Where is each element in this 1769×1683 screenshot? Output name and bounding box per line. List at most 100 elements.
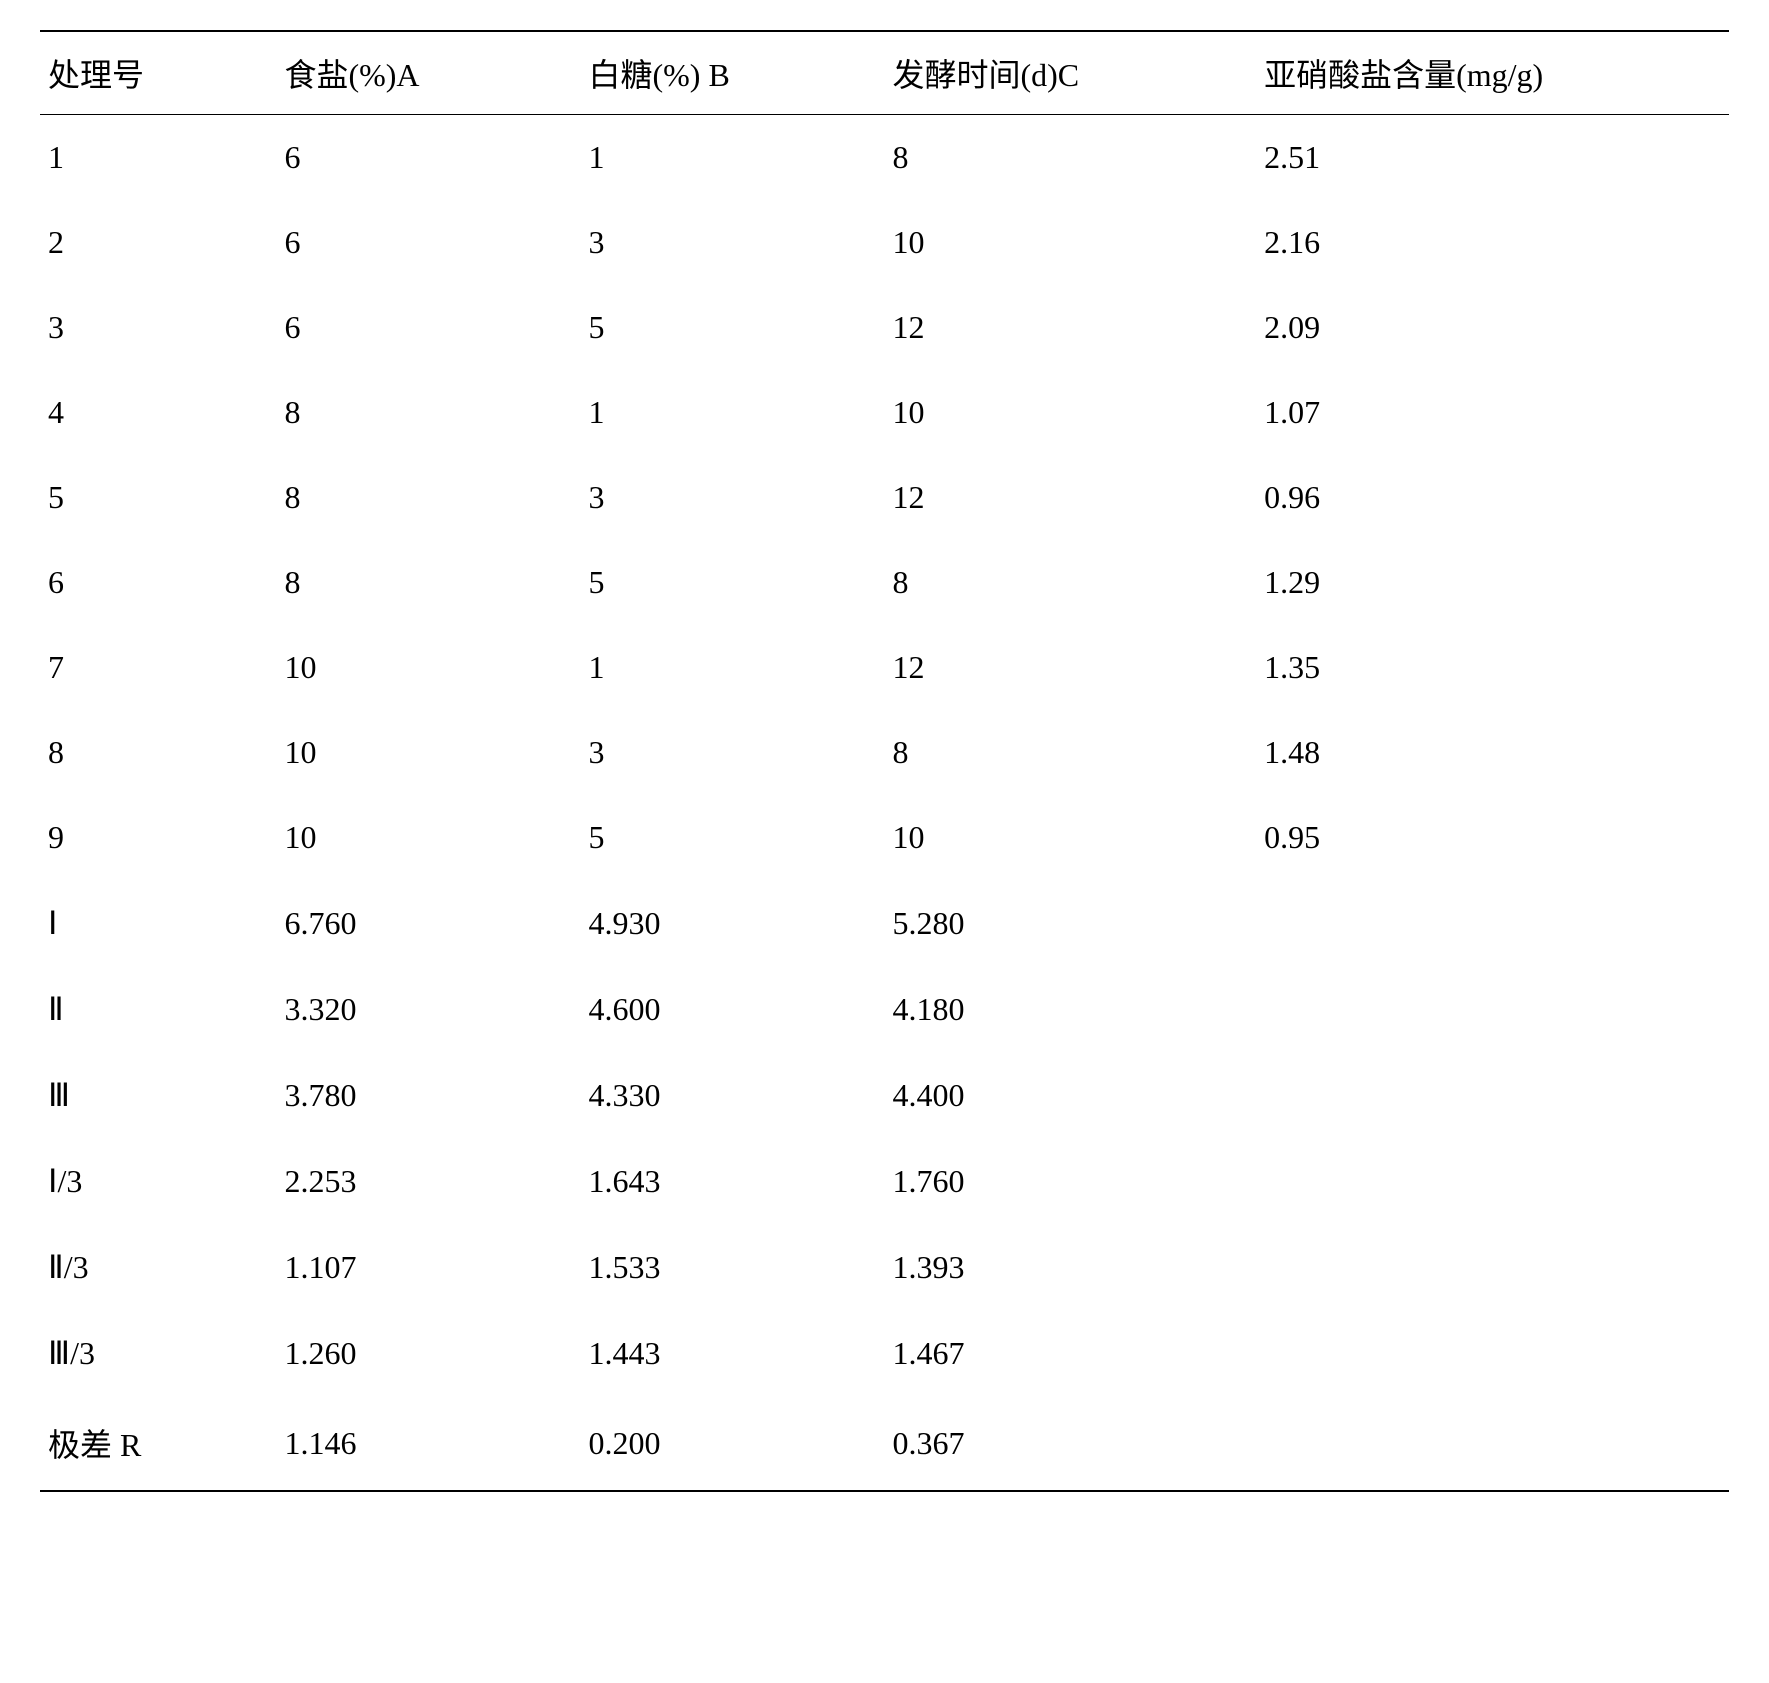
table-cell: 1.35 [1256, 625, 1729, 710]
table-cell [1256, 1138, 1729, 1224]
table-cell [1256, 966, 1729, 1052]
table-cell: Ⅰ/3 [40, 1138, 276, 1224]
table-row: 16182.51 [40, 115, 1729, 201]
table-cell: 1.467 [884, 1310, 1256, 1396]
table-cell: 1 [580, 370, 884, 455]
table-cell: Ⅲ [40, 1052, 276, 1138]
table-cell: 0.95 [1256, 795, 1729, 880]
table-cell: 5.280 [884, 880, 1256, 966]
table-cell: 4.600 [580, 966, 884, 1052]
table-row: 810381.48 [40, 710, 1729, 795]
table-cell: 0.200 [580, 1396, 884, 1491]
table-cell: Ⅰ [40, 880, 276, 966]
table-row: Ⅲ/31.2601.4431.467 [40, 1310, 1729, 1396]
table-cell: 6 [276, 200, 580, 285]
table-cell [1256, 1396, 1729, 1491]
col-header-ferment-time: 发酵时间(d)C [884, 31, 1256, 115]
table-cell: 1.146 [276, 1396, 580, 1491]
table-cell: 12 [884, 625, 1256, 710]
table-cell: 6 [276, 115, 580, 201]
table-cell: 8 [884, 115, 1256, 201]
table-body: 16182.51263102.16365122.09481101.0758312… [40, 115, 1729, 1492]
table-cell [1256, 1224, 1729, 1310]
table-cell: 2.51 [1256, 115, 1729, 201]
table-cell: 8 [884, 540, 1256, 625]
table-cell: 3 [40, 285, 276, 370]
table-cell: 极差 R [40, 1396, 276, 1491]
table-cell: 4.330 [580, 1052, 884, 1138]
table-row: 7101121.35 [40, 625, 1729, 710]
table-cell: 1.29 [1256, 540, 1729, 625]
table-cell: 8 [40, 710, 276, 795]
table-cell: 1.643 [580, 1138, 884, 1224]
table-cell: 12 [884, 285, 1256, 370]
table-cell: 0.367 [884, 1396, 1256, 1491]
table-cell: 1.443 [580, 1310, 884, 1396]
table-row: Ⅰ/32.2531.6431.760 [40, 1138, 1729, 1224]
table-header-row: 处理号 食盐(%)A 白糖(%) B 发酵时间(d)C 亚硝酸盐含量(mg/g) [40, 31, 1729, 115]
table-cell: 0.96 [1256, 455, 1729, 540]
table-cell: 3 [580, 455, 884, 540]
table-cell: 10 [884, 795, 1256, 880]
table-cell [1256, 1310, 1729, 1396]
table-cell: 1.760 [884, 1138, 1256, 1224]
table-cell: 10 [884, 200, 1256, 285]
table-cell: 6 [40, 540, 276, 625]
table-cell: 8 [884, 710, 1256, 795]
table-row: 9105100.95 [40, 795, 1729, 880]
table-cell: 1.107 [276, 1224, 580, 1310]
table-cell: 10 [276, 710, 580, 795]
table-row: 481101.07 [40, 370, 1729, 455]
table-cell: 1.07 [1256, 370, 1729, 455]
table-cell: Ⅱ/3 [40, 1224, 276, 1310]
table-cell: 4.930 [580, 880, 884, 966]
table-cell: 8 [276, 455, 580, 540]
table-cell: 3 [580, 200, 884, 285]
table-cell: 3 [580, 710, 884, 795]
table-cell: 8 [276, 370, 580, 455]
table-cell: Ⅲ/3 [40, 1310, 276, 1396]
table-row: 68581.29 [40, 540, 1729, 625]
table-cell: 7 [40, 625, 276, 710]
col-header-salt: 食盐(%)A [276, 31, 580, 115]
table-cell: 10 [276, 795, 580, 880]
table-cell: 2.253 [276, 1138, 580, 1224]
table-row: 极差 R1.1460.2000.367 [40, 1396, 1729, 1491]
table-cell: Ⅱ [40, 966, 276, 1052]
table-cell: 5 [580, 285, 884, 370]
table-cell: 9 [40, 795, 276, 880]
table-cell: 2.16 [1256, 200, 1729, 285]
table-row: Ⅲ3.7804.3304.400 [40, 1052, 1729, 1138]
col-header-treatment: 处理号 [40, 31, 276, 115]
table-cell: 3.780 [276, 1052, 580, 1138]
table-cell: 1 [580, 625, 884, 710]
table-cell: 4.180 [884, 966, 1256, 1052]
table-cell: 2 [40, 200, 276, 285]
col-header-nitrite: 亚硝酸盐含量(mg/g) [1256, 31, 1729, 115]
table-cell: 5 [40, 455, 276, 540]
table-row: 583120.96 [40, 455, 1729, 540]
table-row: Ⅱ3.3204.6004.180 [40, 966, 1729, 1052]
col-header-sugar: 白糖(%) B [580, 31, 884, 115]
table-cell: 12 [884, 455, 1256, 540]
table-cell: 5 [580, 540, 884, 625]
table-row: 365122.09 [40, 285, 1729, 370]
table-row: Ⅰ6.7604.9305.280 [40, 880, 1729, 966]
orthogonal-experiment-table: 处理号 食盐(%)A 白糖(%) B 发酵时间(d)C 亚硝酸盐含量(mg/g)… [40, 30, 1729, 1492]
table-cell: 1.48 [1256, 710, 1729, 795]
table-cell: 6 [276, 285, 580, 370]
table-cell: 3.320 [276, 966, 580, 1052]
table-cell [1256, 1052, 1729, 1138]
table-cell: 10 [884, 370, 1256, 455]
table-cell: 1 [580, 115, 884, 201]
table-cell: 5 [580, 795, 884, 880]
table-cell: 2.09 [1256, 285, 1729, 370]
table-cell [1256, 880, 1729, 966]
table-cell: 6.760 [276, 880, 580, 966]
table-cell: 1.260 [276, 1310, 580, 1396]
table-cell: 4 [40, 370, 276, 455]
table-cell: 8 [276, 540, 580, 625]
table-row: Ⅱ/31.1071.5331.393 [40, 1224, 1729, 1310]
table-cell: 4.400 [884, 1052, 1256, 1138]
table-cell: 1.393 [884, 1224, 1256, 1310]
